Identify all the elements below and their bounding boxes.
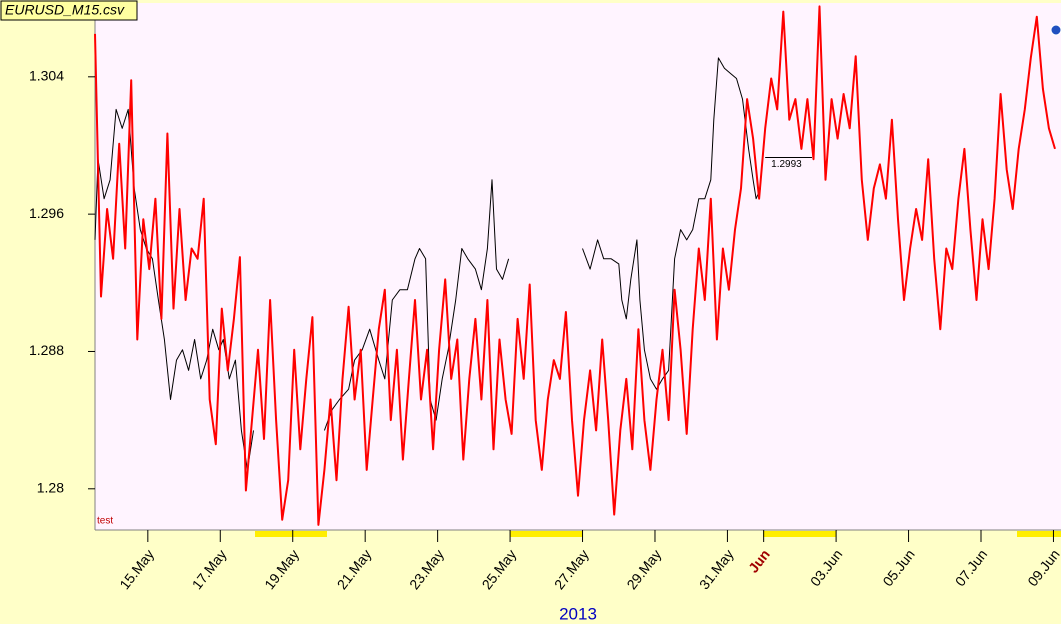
weekend-bar	[1017, 531, 1061, 537]
y-tick-label: 1.296	[29, 205, 64, 221]
x-axis-label: 2013	[559, 604, 597, 623]
corner-icon	[1050, 24, 1061, 36]
y-tick-label: 1.288	[29, 342, 64, 358]
plot-area	[95, 3, 1061, 530]
level-label: 1.2993	[771, 159, 802, 170]
y-tick-label: 1.304	[29, 68, 64, 84]
note: test	[97, 516, 113, 527]
chart-title: EURUSD_M15.csv	[5, 2, 125, 18]
weekend-bars	[255, 531, 1061, 537]
weekend-bar	[255, 531, 327, 537]
y-tick-label: 1.28	[37, 480, 64, 496]
title-box	[0, 0, 138, 21]
weekend-bar	[763, 531, 836, 537]
weekend-bar	[510, 531, 582, 537]
series-line	[94, 5, 1056, 526]
